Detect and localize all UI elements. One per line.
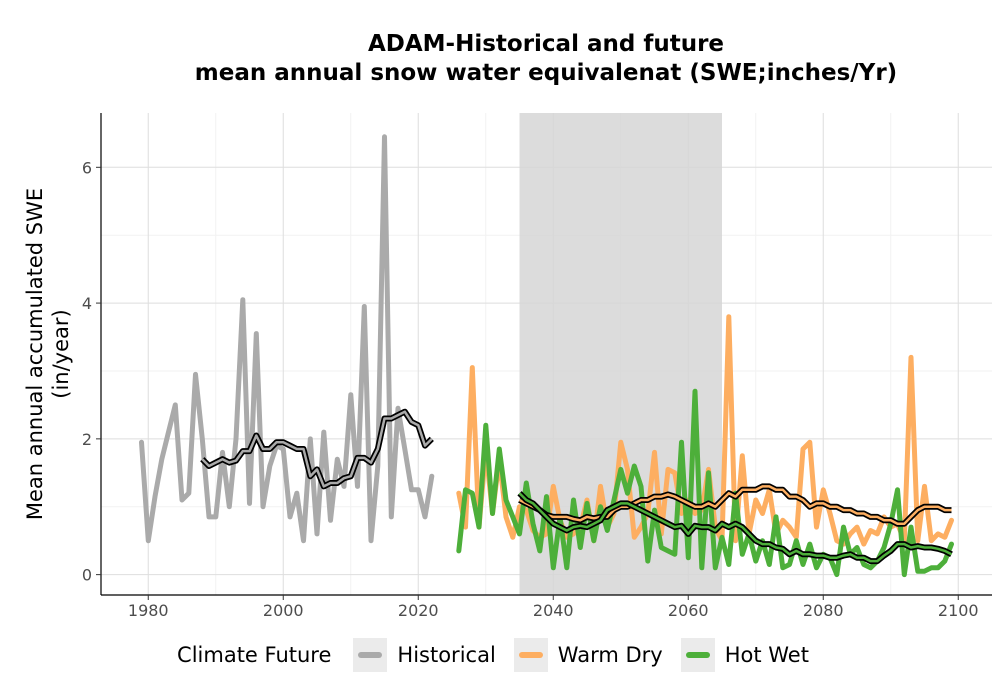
y-tick-label: 6 bbox=[82, 158, 92, 177]
legend-item-warm-dry: Warm Dry bbox=[513, 638, 663, 672]
legend-label-warm-dry: Warm Dry bbox=[557, 643, 663, 667]
x-tick-label: 1980 bbox=[128, 601, 169, 620]
x-tick-label: 2020 bbox=[398, 601, 439, 620]
x-tick-label: 2040 bbox=[533, 601, 574, 620]
legend-key-warm-dry bbox=[513, 638, 548, 672]
smoothed-line-historical bbox=[201, 410, 433, 488]
y-axis-label-line1: Mean annual accumulated SWE bbox=[23, 188, 47, 520]
legend-title: Climate Future bbox=[177, 643, 332, 667]
y-tick-label: 0 bbox=[82, 566, 92, 585]
legend-key-historical bbox=[353, 638, 388, 672]
y-tick-label: 2 bbox=[82, 430, 92, 449]
smoothed-line-warm-dry bbox=[518, 485, 952, 525]
legend: Climate Future Historical Warm Dry Hot W… bbox=[0, 637, 1000, 673]
y-axis-label: Mean annual accumulated SWE (in/year) bbox=[23, 188, 73, 520]
legend-key-hot-wet bbox=[680, 638, 715, 672]
series-line-historical bbox=[139, 134, 435, 544]
x-tick-label: 2100 bbox=[938, 601, 979, 620]
y-tick-label: 4 bbox=[82, 294, 92, 313]
smoothed-line-hot-wet bbox=[518, 492, 953, 563]
chart-title-line2: mean annual snow water equivalenat (SWE;… bbox=[194, 60, 898, 86]
x-tick-label: 2000 bbox=[263, 601, 304, 620]
legend-label-hot-wet: Hot Wet bbox=[724, 643, 809, 667]
series-line-hot-wet bbox=[456, 388, 954, 578]
chart-title: ADAM-Historical and future mean annual s… bbox=[100, 30, 992, 88]
legend-item-hot-wet: Hot Wet bbox=[680, 638, 809, 672]
chart-title-line1: ADAM-Historical and future bbox=[367, 31, 725, 57]
legend-label-historical: Historical bbox=[397, 643, 496, 667]
legend-item-historical: Historical bbox=[353, 638, 496, 672]
x-tick-label: 2080 bbox=[803, 601, 844, 620]
x-tick-label: 2060 bbox=[668, 601, 709, 620]
y-axis-label-line2: (in/year) bbox=[49, 309, 73, 398]
